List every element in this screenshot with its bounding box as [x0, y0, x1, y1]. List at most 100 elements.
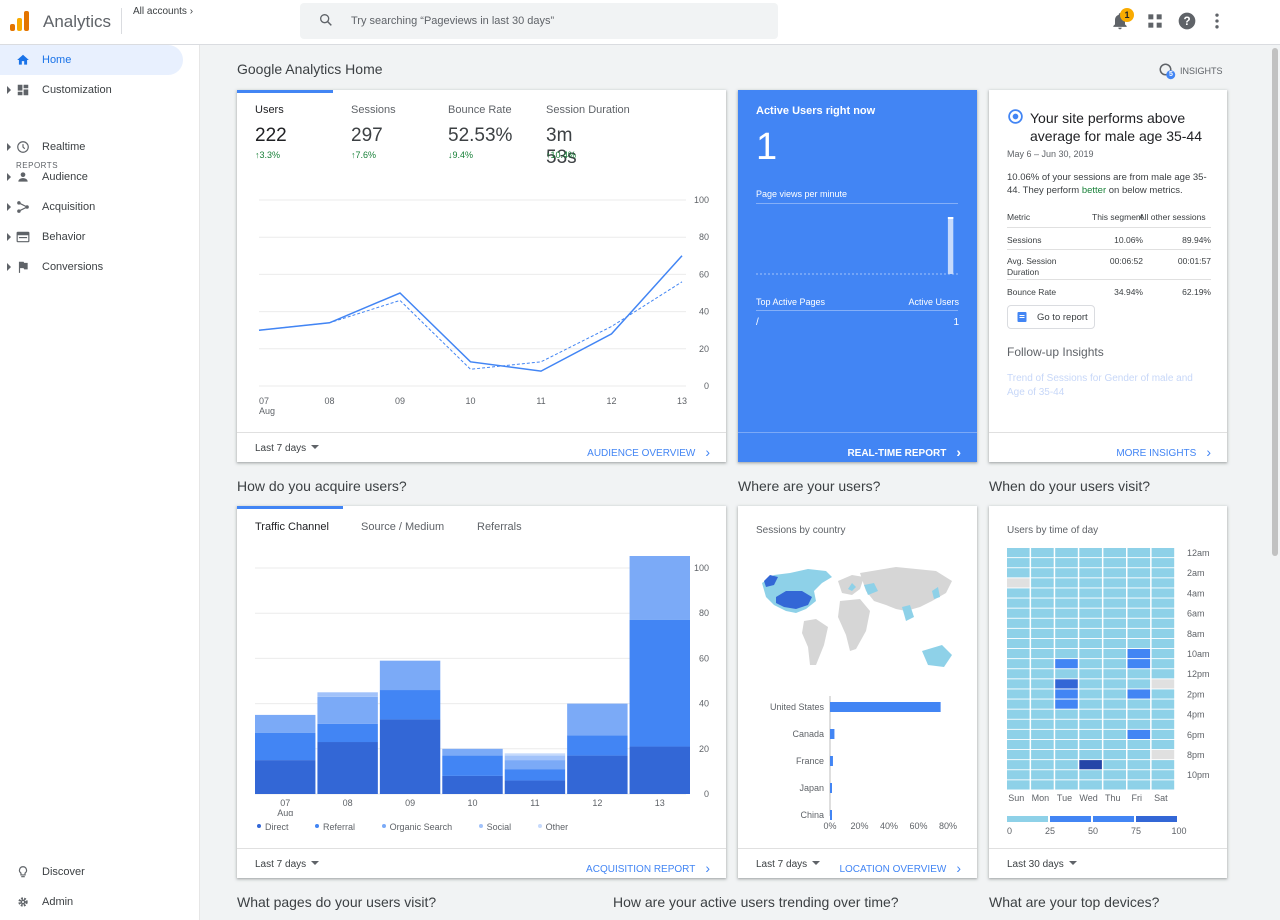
kpi-label: Session Duration [546, 104, 630, 116]
analytics-logo-icon[interactable] [8, 9, 32, 33]
world-map[interactable] [756, 561, 960, 681]
y-tick-label: 0 [704, 381, 709, 391]
expand-caret-icon[interactable] [7, 86, 11, 94]
card-footer: Last 7 days LOCATION OVERVIEW [738, 848, 977, 878]
x-tick-label: 09 [405, 798, 415, 808]
heatmap-cell [1127, 780, 1151, 790]
accounts-selector[interactable]: All accounts › [133, 6, 193, 17]
sidebar-item-customization[interactable]: Customization [0, 75, 183, 105]
expand-caret-icon[interactable] [7, 143, 11, 151]
section-title-when: When do your users visit? [989, 478, 1151, 494]
heatmap-cell [1151, 699, 1175, 709]
traffic-channel-bar-chart[interactable]: 0 20 40 60 80 100 07 Aug 08 09 10 11 12 13 [237, 556, 726, 816]
heatmap-cell [1031, 659, 1054, 669]
followup-insights-title: Follow-up Insights [1007, 345, 1104, 359]
date-range-dropdown[interactable]: Last 7 days [255, 443, 319, 454]
col-segment: This segment [1092, 212, 1144, 222]
insights-button[interactable]: 5 INSIGHTS [1158, 62, 1223, 80]
pageview-bar-cap [947, 217, 954, 219]
audience-overview-link[interactable]: AUDIENCE OVERVIEW [587, 443, 710, 459]
date-range-dropdown[interactable]: Last 30 days [1007, 859, 1077, 870]
heatmap-cell [1007, 578, 1030, 588]
heatmap-cell [1031, 649, 1054, 659]
app-name[interactable]: Analytics [43, 12, 112, 31]
heatmap-cell [1151, 548, 1175, 558]
date-range-dropdown[interactable]: Last 7 days [255, 859, 319, 870]
bar-segment-organic-search [567, 703, 628, 736]
tab-traffic-channel[interactable]: Traffic Channel [255, 521, 329, 533]
heatmap-cell [1103, 618, 1126, 628]
pageview-bar [947, 217, 954, 274]
sidebar-item-home[interactable]: Home [0, 45, 183, 75]
active-kpi-indicator [237, 90, 333, 93]
realtime-report-link[interactable]: REAL-TIME REPORT [847, 443, 961, 459]
more-insights-link[interactable]: MORE INSIGHTS [1116, 443, 1211, 459]
time-label: 10am [1187, 649, 1210, 659]
active-page-path[interactable]: / [756, 317, 759, 328]
heatmap-cell [1103, 628, 1126, 638]
legend-item[interactable]: Other [537, 822, 581, 832]
scrollbar-thumb[interactable] [1272, 48, 1278, 556]
tab-referrals[interactable]: Referrals [477, 521, 522, 533]
location-overview-link[interactable]: LOCATION OVERVIEW [839, 859, 961, 875]
sidebar-item-realtime[interactable]: Realtime [0, 132, 183, 162]
legend-item[interactable]: Organic Search [381, 822, 465, 832]
heatmap-cell [1127, 638, 1151, 649]
heatmap-cell [1079, 588, 1102, 598]
country-label: France [796, 756, 824, 766]
pageviews-per-minute-label: Page views per minute [756, 189, 848, 199]
users-by-time-heatmap[interactable]: 12am 2am 4am 6am 8am 10am 12pm 2pm 4pm 6pm 8pm 10pm… [989, 506, 1227, 846]
kpi-delta: ↑3.3% [255, 150, 281, 160]
acquisition-report-link[interactable]: ACQUISITION REPORT [586, 859, 710, 875]
lightbulb-icon [18, 866, 28, 878]
heatmap-cell [1007, 679, 1030, 689]
acquisition-card: Traffic Channel Source / Medium Referral… [237, 506, 726, 878]
trend-insight-link[interactable]: Trend of Sessions for Gender of male and… [1007, 373, 1193, 398]
apps-icon[interactable] [1145, 11, 1165, 31]
users-line-chart[interactable]: 0 20 40 60 80 100 07 Aug 08 09 10 11 12 13 [237, 190, 726, 425]
go-to-report-button[interactable]: Go to report [1007, 305, 1095, 329]
help-icon[interactable]: ? [1177, 11, 1197, 31]
heatmap-cell [1079, 689, 1102, 699]
expand-caret-icon[interactable] [7, 263, 11, 271]
insight-description: 10.06% of your sessions are from male ag… [1007, 172, 1207, 196]
sidebar-item-discover[interactable]: Discover [0, 857, 183, 887]
x-tick-label: 80% [939, 821, 957, 831]
insights-icon [1159, 63, 1176, 80]
heatmap-cell [1103, 659, 1126, 669]
legend-item[interactable]: Direct [257, 822, 301, 832]
y-tick-label: 80 [699, 232, 709, 242]
heatmap-cell [1031, 770, 1054, 780]
x-tick-label: 10 [467, 798, 477, 808]
sidebar-item-behavior[interactable]: Behavior [0, 222, 183, 252]
arrow-up-icon: ↑ [546, 150, 551, 160]
heatmap-cell [1007, 558, 1030, 568]
expand-caret-icon[interactable] [7, 203, 11, 211]
tab-source-medium[interactable]: Source / Medium [361, 521, 445, 533]
more-vert-icon[interactable] [1207, 11, 1227, 31]
search-bar[interactable]: Try searching “Pageviews in last 30 days… [300, 3, 778, 39]
time-label: 8am [1187, 629, 1205, 639]
heatmap-cell [1103, 760, 1126, 770]
x-tick-label: 13 [677, 396, 687, 406]
legend-item[interactable]: Referral [315, 822, 367, 832]
sidebar-item-conversions[interactable]: Conversions [0, 252, 183, 282]
sidebar-item-admin[interactable]: Admin [0, 887, 183, 917]
sidebar-item-audience[interactable]: Audience [0, 162, 183, 192]
expand-caret-icon[interactable] [7, 233, 11, 241]
sidebar-item-acquisition[interactable]: Acquisition [0, 192, 183, 222]
heatmap-cell [1103, 709, 1126, 719]
heatmap-cell [1151, 729, 1175, 739]
country-bar [830, 702, 941, 712]
heatmap-cell [1151, 638, 1175, 649]
date-range-dropdown[interactable]: Last 7 days [756, 859, 820, 870]
bar-segment-referral [317, 723, 378, 743]
legend-item[interactable]: Social [478, 822, 524, 832]
heatmap-cell [1127, 608, 1151, 618]
top-active-pages-label: Top Active Pages [756, 297, 826, 307]
country-bar [830, 729, 835, 739]
heatmap-cell [1103, 689, 1126, 699]
expand-caret-icon[interactable] [7, 173, 11, 181]
search-input[interactable]: Try searching “Pageviews in last 30 days… [351, 15, 555, 27]
